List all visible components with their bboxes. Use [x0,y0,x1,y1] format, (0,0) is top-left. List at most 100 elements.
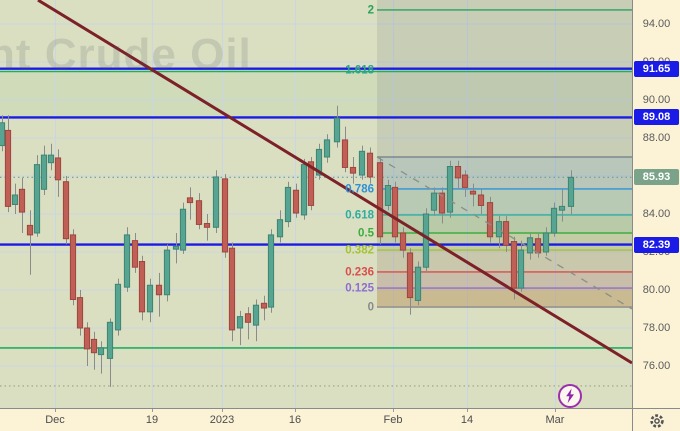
candle [83,322,91,366]
fib-level-label: 0.786 [345,183,374,195]
candle [333,105,341,148]
candle-body [349,166,357,174]
price-level-badge: 91.65 [634,60,679,77]
candle-body [69,234,77,300]
candle [186,187,194,220]
time-axis-tick [295,409,296,412]
chart-plot-area[interactable]: 2 1.618 0.786 0.618 0.5 0.382 0.236 0.125 0 nt C… [0,0,632,408]
price-axis-label: 94.00 [642,18,671,30]
candle-body [26,224,34,236]
candle-body [550,207,558,234]
candle [54,149,62,197]
candle-body [97,347,105,356]
candle [252,299,260,342]
candle [469,183,477,207]
fib-retracement[interactable] [377,9,632,308]
candle [446,160,454,218]
time-axis[interactable]: Dec 19 2023 16 Feb 14 Mar [0,408,632,431]
candle-body [446,166,454,213]
candle [517,240,525,292]
descending-trendline[interactable] [37,0,632,365]
candle [26,210,34,275]
price-axis[interactable]: 94.0092.0090.0088.0086.0084.0082.0080.00… [632,0,680,408]
candle-body [333,117,341,143]
candle [341,126,349,173]
time-axis-tick [55,409,56,412]
price-axis-label: 78.00 [642,322,671,334]
candle-body [212,176,220,228]
candle-body [307,161,315,206]
candle [221,174,229,258]
candle [106,318,114,387]
candle [399,227,407,258]
candle-body [567,176,575,207]
time-axis-label: 16 [288,414,302,426]
candle [349,157,357,184]
candle [550,202,558,237]
candle-body [0,122,6,147]
candle-body [172,245,180,250]
candle-body [414,266,422,301]
candle-body [534,238,542,254]
price-axis-label: 76.00 [642,360,671,372]
time-axis-label: Dec [45,414,65,426]
candle-body [228,247,236,331]
candle-body [406,252,414,299]
candle [47,143,55,171]
fib-level-label: 0.382 [345,245,374,257]
fib-shaded-region [377,0,632,308]
fib-level-label: 2 [368,4,374,16]
candle-body [114,283,122,331]
candle-body [422,213,430,268]
candle [542,227,550,256]
candle-body [267,234,275,308]
candle [212,170,220,233]
candle-body [138,261,146,313]
fib-level-label: 1.618 [345,64,374,76]
candle [502,215,510,252]
candle-body [252,304,260,326]
candle-body [315,148,323,176]
gear-icon[interactable] [649,413,665,429]
candle [376,157,384,245]
candle [146,278,154,323]
time-axis-tick [152,409,153,412]
fib-band [377,250,632,272]
time-axis-tick [393,409,394,412]
candle-body [195,200,203,225]
candle [244,307,252,340]
candle-body [40,154,48,190]
time-axis-label: Mar [545,414,565,426]
candle-body [558,205,566,211]
candle-body [358,150,366,176]
candle-body [526,237,534,254]
candle [203,214,211,241]
candle-body [430,192,438,211]
fib-level-label: 0.125 [345,283,374,295]
candle [236,310,244,346]
candle [62,176,70,245]
boost-button[interactable] [558,384,582,408]
candle-body [391,186,399,238]
axis-corner[interactable] [632,408,680,431]
price-axis-label: 90.00 [642,94,671,106]
candle [366,147,374,184]
candle-body [18,188,26,213]
candle-body [123,234,131,288]
candle-body [54,157,62,181]
candle-body [260,302,268,309]
candle-body [292,189,300,214]
candle [414,261,422,306]
fib-level-label: 0.236 [345,266,374,278]
candle [0,115,6,152]
price-axis-label: 84.00 [642,208,671,220]
fib-band [377,288,632,308]
candle [558,189,566,222]
candle [195,193,203,230]
candle-body [179,208,187,251]
candle-body [186,197,194,204]
time-axis-tick [467,409,468,412]
green-zone [0,71,632,118]
candle-body [131,240,139,268]
